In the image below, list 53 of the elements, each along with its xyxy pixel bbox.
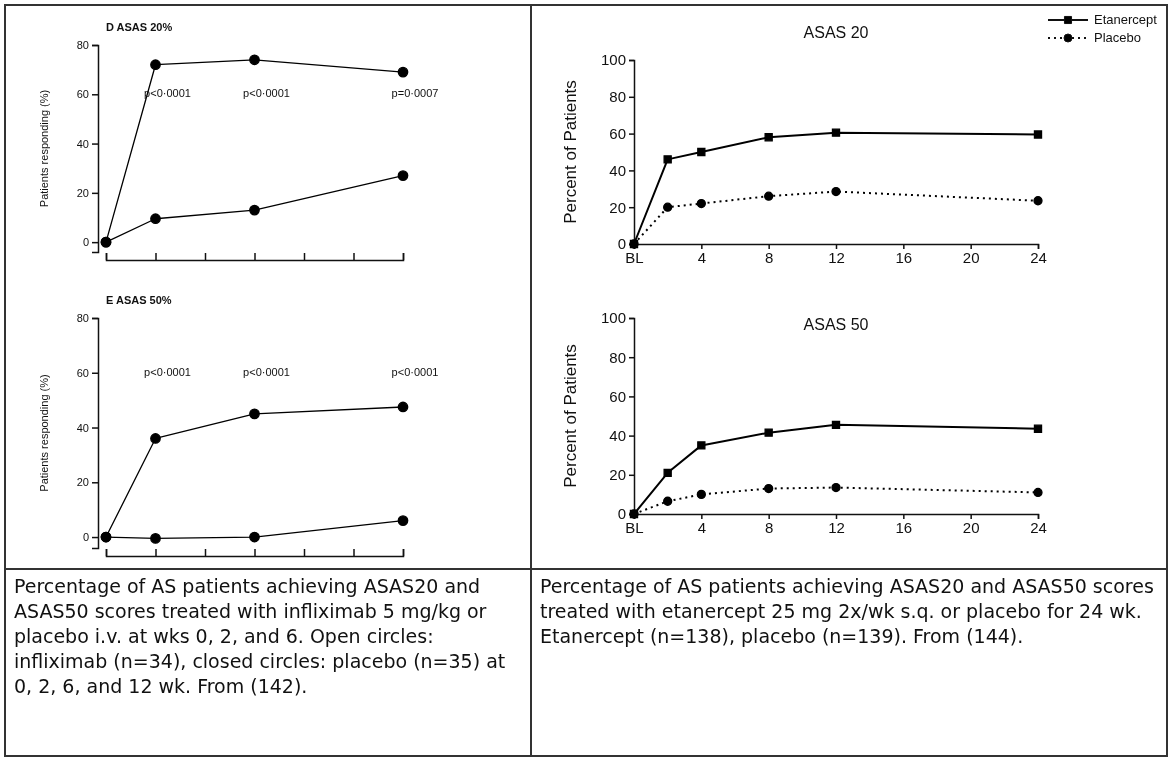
annotation: p<0·0001 (391, 365, 439, 378)
y-tick-label: 40 (76, 421, 89, 434)
y-tick-label: 20 (76, 476, 89, 489)
x-tick-label: BL (625, 518, 644, 536)
x-tick-label: 12 (828, 248, 845, 266)
text: Percentage of AS patients achieving ASAS20 and ASAS50 scores treated with etanercept 25 mg 2x/wk s.q. or placebo for 24 wk. Etanercept (n=138), placebo (n=139). From (144). (539, 574, 1155, 649)
chart-title: D ASAS 20% (106, 21, 173, 33)
annotation: p=0·0007 (391, 86, 439, 99)
y-tick-label: 0 (617, 235, 626, 253)
x-tick-label: 24 (1030, 518, 1047, 536)
y-axis-title: Patients responding (%) (38, 89, 50, 208)
chart-title: E ASAS 50% (106, 294, 172, 306)
y-tick-label: 20 (609, 198, 626, 216)
x-tick-label: 16 (895, 248, 913, 266)
y-tick-label: 40 (76, 137, 89, 150)
y-tick-label: 60 (76, 88, 89, 101)
y-tick-label: 0 (617, 505, 626, 523)
x-tick-label: 16 (895, 518, 913, 536)
y-tick-label: 20 (76, 186, 89, 199)
legend-label: Placebo (1094, 30, 1141, 45)
y-tick-label: 80 (609, 348, 626, 366)
x-tick-label: 8 (764, 518, 774, 536)
chart-title: ASAS 50 (803, 316, 869, 333)
x-tick-label: 4 (697, 248, 707, 266)
x-tick-label: 4 (697, 518, 707, 536)
x-tick-label: 24 (1030, 248, 1047, 266)
y-tick-label: 60 (609, 387, 626, 405)
x-tick-label: 8 (764, 248, 774, 266)
y-tick-label: 60 (609, 124, 626, 142)
y-tick-label: 80 (76, 39, 89, 52)
y-tick-label: 40 (609, 426, 626, 444)
y-tick-label: 0 (82, 531, 89, 544)
text: Percentage of AS patients achieving ASAS20 and ASAS50 scores treated with infliximab 5 mg/kg or placebo i.v. at wks 0, 2, and 6. Open circles: infliximab (n=34), closed circles: placebo (n=35) at 0, 2, 6, and 12 wk. From (142). (13, 574, 507, 699)
y-tick-label: 40 (609, 161, 626, 179)
y-axis-title: Percent of Patients (561, 80, 580, 224)
y-tick-label: 80 (609, 88, 626, 106)
y-axis-title: Percent of Patients (561, 344, 580, 488)
x-tick-label: 12 (828, 518, 845, 536)
y-tick-label: 20 (609, 466, 626, 484)
y-axis-title: Patients responding (%) (38, 374, 50, 492)
legend-label: Etanercept (1094, 12, 1158, 27)
x-tick-label: 20 (962, 248, 980, 266)
y-tick-label: 80 (76, 312, 89, 325)
x-tick-label: 20 (962, 518, 980, 536)
annotation: p<0·0001 (144, 365, 191, 378)
chart-title: ASAS 20 (803, 24, 869, 41)
y-tick-label: 100 (600, 51, 626, 69)
y-tick-label: 60 (76, 366, 89, 379)
y-tick-label: 0 (82, 236, 89, 249)
annotation: p<0·0001 (243, 86, 290, 99)
annotation: p<0·0001 (243, 365, 290, 378)
y-tick-label: 100 (600, 309, 626, 327)
x-tick-label: BL (625, 248, 644, 266)
